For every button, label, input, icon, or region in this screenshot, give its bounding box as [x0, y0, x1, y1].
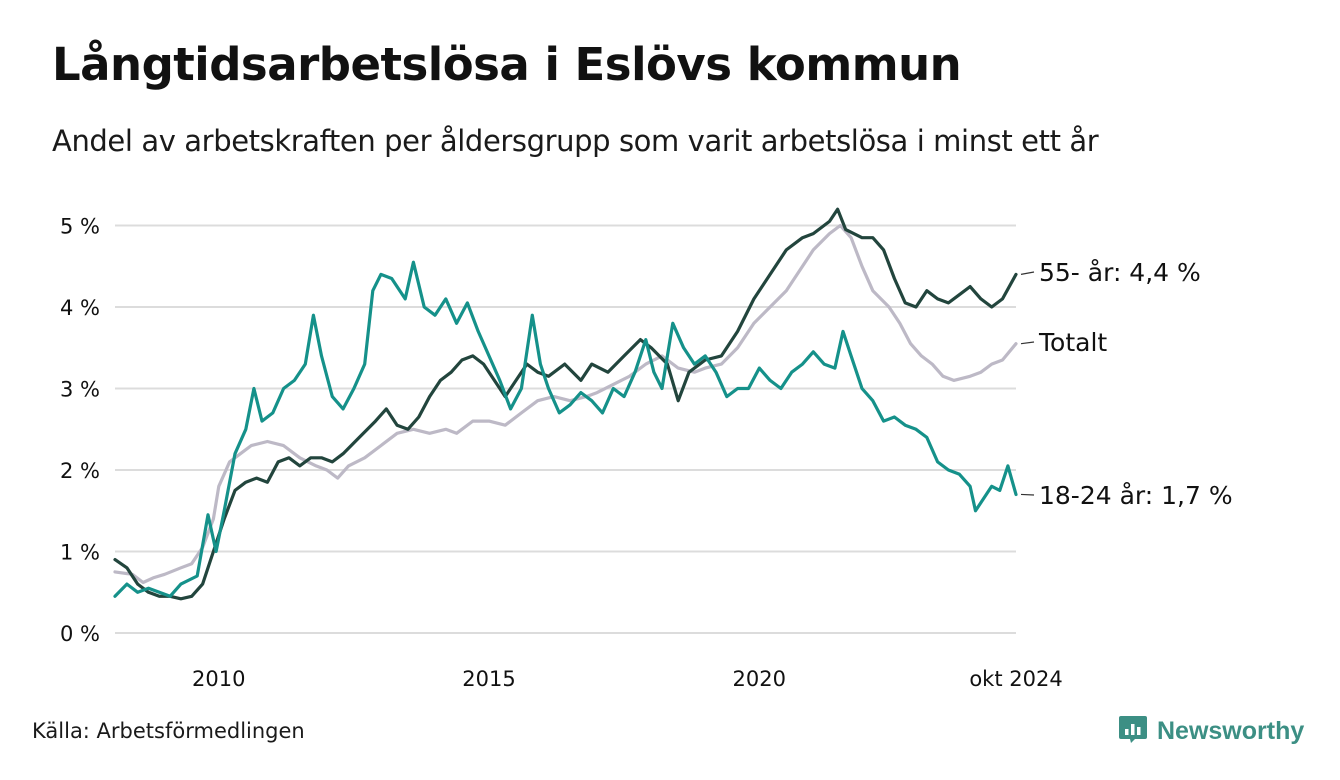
y-tick-label: 5 %	[60, 215, 100, 239]
series-line	[113, 223, 1018, 585]
chart-title: Långtidsarbetslösa i Eslövs kommun	[52, 38, 962, 91]
y-tick-label: 3 %	[60, 378, 100, 402]
series-lines	[113, 207, 1018, 601]
chart-subtitle: Andel av arbetskraften per åldersgrupp s…	[52, 124, 1099, 158]
y-tick-label: 4 %	[60, 296, 100, 320]
line-chart: 0 %1 %2 %3 %4 %5 % 2010 2015 2020 okt 2024 …	[60, 207, 1233, 691]
series-label: Totalt	[1038, 328, 1107, 357]
brand-name: Newsworthy	[1157, 716, 1305, 745]
series-label: 18-24 år: 1,7 %	[1039, 481, 1233, 510]
x-tick-label: 2020	[733, 667, 786, 691]
x-tick-label: 2015	[462, 667, 515, 691]
label-leader	[1020, 271, 1035, 275]
y-tick-label: 2 %	[60, 459, 100, 483]
series-label: 55- år: 4,4 %	[1039, 258, 1201, 287]
y-axis-ticks: 0 % 1 % 2 % 3 % 4 % 5 %	[60, 215, 100, 647]
label-leader	[1020, 341, 1035, 345]
x-tick-label: okt 2024	[969, 667, 1062, 691]
x-tick-label: 2010	[192, 667, 245, 691]
series-end-labels: Totalt 55- år: 4,4 % 18-24 år: 1,7 %	[1020, 258, 1233, 510]
chart-bubble-icon	[1118, 714, 1148, 748]
source-note: Källa: Arbetsförmedlingen	[32, 719, 305, 743]
y-tick-label: 1 %	[60, 541, 100, 565]
series-line	[113, 260, 1018, 598]
y-tick-label: 0 %	[60, 622, 100, 646]
brand-logo[interactable]: Newsworthy	[1118, 714, 1304, 748]
label-leader	[1020, 493, 1035, 496]
grid-lines	[115, 224, 1016, 634]
series-line	[113, 207, 1018, 601]
x-axis-ticks: 2010 2015 2020 okt 2024	[192, 667, 1063, 691]
